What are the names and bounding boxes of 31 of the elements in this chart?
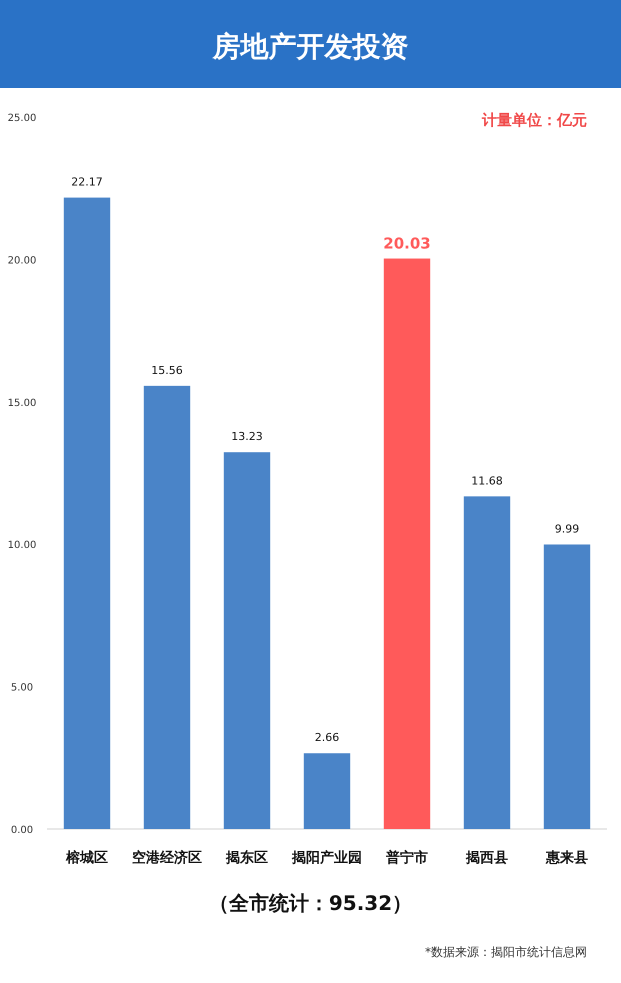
x-tick-label: 空港经济区 [132, 849, 202, 866]
bar [144, 386, 190, 829]
data-label: 13.23 [231, 430, 263, 444]
data-label: 2.66 [314, 731, 340, 744]
y-tick-label: 10.00 [8, 540, 36, 552]
y-tick-label: 25.00 [8, 113, 36, 124]
x-tick-label: 榕城区 [65, 849, 108, 866]
bar [304, 753, 350, 829]
data-label: 15.56 [151, 364, 183, 377]
data-label: 9.99 [554, 522, 580, 536]
text: （全市统计：95.32） [208, 891, 412, 915]
bar [544, 544, 590, 829]
data-label: 20.03 [383, 234, 431, 253]
bar [384, 258, 430, 829]
y-tick-label: 20.00 [8, 255, 36, 266]
data-label: 11.68 [471, 474, 503, 488]
x-tick-label: 揭东区 [225, 849, 268, 866]
y-tick-label: 5.00 [10, 682, 34, 694]
x-tick-label: 揭阳产业园 [291, 849, 362, 866]
bar [64, 198, 110, 829]
x-tick-label: 普宁市 [385, 849, 428, 866]
x-tick-label: 揭西县 [465, 850, 508, 866]
data-label: 22.17 [71, 176, 103, 189]
chart-title: 房地产开发投资 [212, 30, 408, 63]
bar [224, 452, 270, 829]
text: *数据来源：揭阳市统计信息网 [425, 945, 587, 959]
annotation: 计量单位：亿元 [481, 111, 587, 129]
bar [464, 496, 510, 829]
y-tick-label: 0.00 [10, 825, 34, 836]
y-tick-label: 15.00 [8, 398, 36, 409]
x-tick-label: 惠来县 [545, 850, 588, 866]
